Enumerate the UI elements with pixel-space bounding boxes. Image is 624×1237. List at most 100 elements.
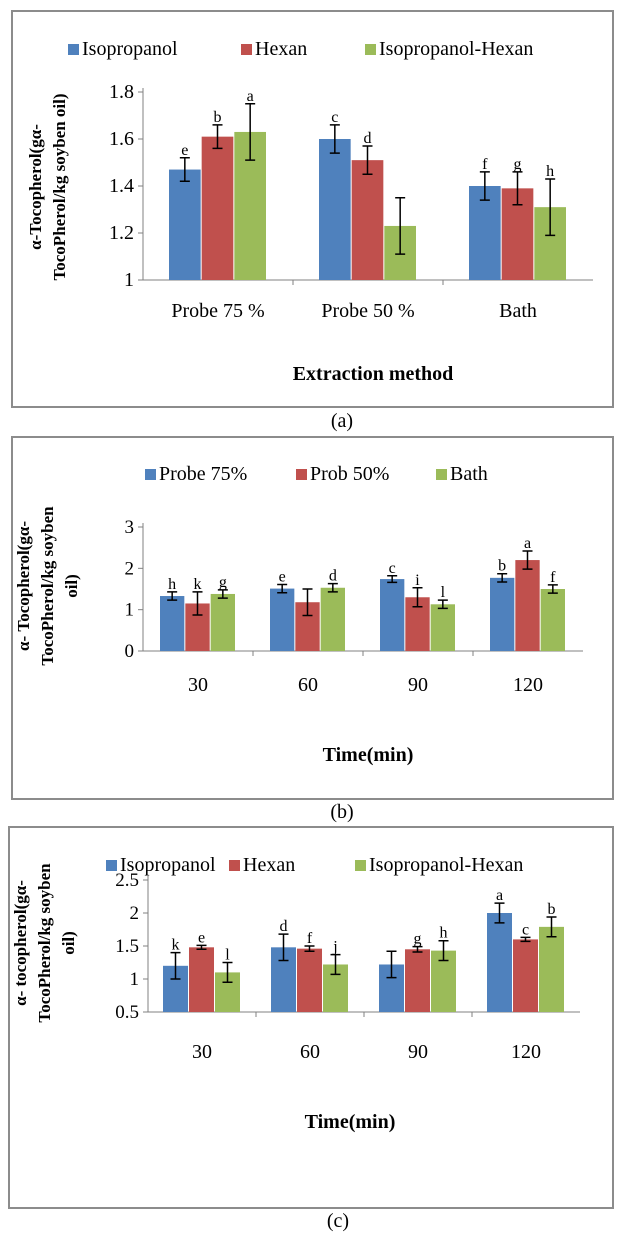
- significance-letter: g: [414, 931, 422, 948]
- significance-letter: b: [214, 109, 222, 126]
- significance-letter: k: [194, 576, 202, 593]
- error-bar: [167, 591, 178, 601]
- legend-swatch: [296, 469, 307, 480]
- x-tick-label: Probe 50 %: [321, 300, 414, 322]
- y-tick-label: 0.5: [115, 1002, 139, 1023]
- x-tick-label: Bath: [499, 300, 537, 322]
- bar: [430, 604, 455, 651]
- y-tick-label: 1: [130, 969, 140, 990]
- error-bar: [327, 582, 338, 593]
- error-bar: [387, 575, 398, 584]
- bar: [320, 587, 345, 651]
- error-bar: [497, 572, 508, 583]
- significance-letter: a: [496, 887, 503, 904]
- legend-swatch: [365, 44, 376, 55]
- significance-letter: c: [331, 109, 338, 126]
- legend-swatch: [106, 860, 117, 871]
- bar: [189, 947, 214, 1012]
- significance-letter: e: [279, 568, 286, 585]
- bar: [540, 589, 565, 651]
- y-tick-label: 1: [125, 600, 135, 621]
- caption-c: (c): [326, 1210, 350, 1232]
- x-axis-title: Time(min): [323, 744, 414, 766]
- bar: [405, 949, 430, 1012]
- y-axis-title: α- tocopherol(gα- TocoPherol/kg soyben oil…: [11, 863, 78, 1023]
- error-bar: [412, 587, 423, 608]
- error-bar: [329, 124, 340, 154]
- legend-label: Isopropanol-Hexan: [369, 854, 523, 876]
- bar: [169, 169, 201, 280]
- legend-label: Hexan: [255, 38, 307, 60]
- significance-letter: k: [172, 937, 180, 954]
- bar: [210, 593, 235, 651]
- significance-letter: f: [482, 156, 488, 173]
- error-bar: [196, 944, 207, 951]
- bar: [270, 588, 295, 651]
- significance-letter: a: [524, 535, 531, 552]
- y-axis-title-line: α- Tocopherol(gα-: [14, 521, 33, 651]
- significance-letter: f: [550, 569, 556, 586]
- legend-label: Hexan: [243, 854, 295, 876]
- x-tick-label: Probe 75 %: [171, 300, 264, 322]
- bar: [160, 596, 185, 651]
- significance-letter: e: [181, 142, 188, 159]
- bar: [539, 926, 564, 1012]
- significance-letter: g: [514, 156, 522, 173]
- significance-letter: h: [168, 576, 176, 593]
- y-axis-title: α- Tocopherol(gα- TocoPherol/kg soyben oil…: [14, 506, 81, 666]
- legend-swatch: [229, 860, 240, 871]
- error-bar: [412, 945, 423, 953]
- y-tick-label: 1.5: [115, 936, 139, 957]
- error-bar: [546, 916, 557, 938]
- bar: [351, 160, 384, 280]
- significance-letter: b: [548, 901, 556, 918]
- legend-label: Isopropanol: [82, 38, 178, 60]
- significance-letter: e: [198, 929, 205, 946]
- y-axis-title-line: α- tocopherol(gα-: [11, 880, 30, 1006]
- legend-swatch: [355, 860, 366, 871]
- x-tick-label: 30: [188, 674, 208, 696]
- legend-label: Probe 75%: [159, 463, 247, 485]
- legend-label: Isopropanol: [120, 854, 216, 876]
- chart-panel-c: Isopropanol Hexan Isopropanol-Hexan 0.5 1 1.5…: [8, 826, 614, 1209]
- x-tick-label: 90: [408, 674, 428, 696]
- y-tick-label: 2.5: [115, 870, 139, 891]
- bar: [297, 948, 322, 1012]
- error-bar: [192, 591, 203, 616]
- error-bar: [545, 178, 556, 237]
- x-axis-title: Extraction method: [293, 363, 454, 385]
- significance-letter: l: [225, 947, 230, 964]
- significance-letter: d: [364, 130, 372, 147]
- error-bar: [277, 583, 288, 594]
- bar: [319, 139, 351, 280]
- x-axis-title: Time(min): [305, 1111, 396, 1133]
- bar: [469, 186, 501, 280]
- error-bar: [222, 961, 233, 984]
- y-tick-label: 1: [124, 269, 134, 291]
- error-bar: [179, 157, 190, 183]
- error-bar: [245, 103, 256, 161]
- chart-panel-b: Probe 75% Prob 50% Bath 0 1 2 3 30 h k g 60 e d 90 c i l 1…: [11, 436, 614, 800]
- significance-letter: c: [522, 921, 529, 938]
- y-axis-title-line: oil): [59, 931, 78, 955]
- significance-letter: f: [307, 930, 313, 947]
- y-tick-label: 3: [125, 517, 135, 538]
- x-tick-label: 60: [298, 674, 318, 696]
- error-bar: [212, 124, 223, 150]
- error-bar: [437, 599, 448, 610]
- y-tick-label: 2: [125, 558, 135, 579]
- bar: [201, 136, 234, 280]
- y-axis-title-line: TocoPherol/kg soyben oil): [50, 93, 69, 280]
- error-bar: [362, 145, 373, 175]
- significance-letter: d: [329, 568, 337, 585]
- error-bar: [330, 953, 341, 976]
- legend-label: Isopropanol-Hexan: [379, 38, 533, 60]
- error-bar: [386, 950, 397, 979]
- significance-letter: j: [332, 939, 337, 956]
- y-tick-label: 1.8: [109, 81, 134, 103]
- error-bar: [520, 936, 531, 943]
- bar: [515, 560, 540, 651]
- legend-label: Prob 50%: [310, 463, 389, 485]
- y-axis-title-line: TocoPherol/kg soyben: [35, 863, 54, 1023]
- chart-a: Isopropanol Hexan Isopropanol-Hexan 1 1.2 1.4…: [26, 38, 593, 385]
